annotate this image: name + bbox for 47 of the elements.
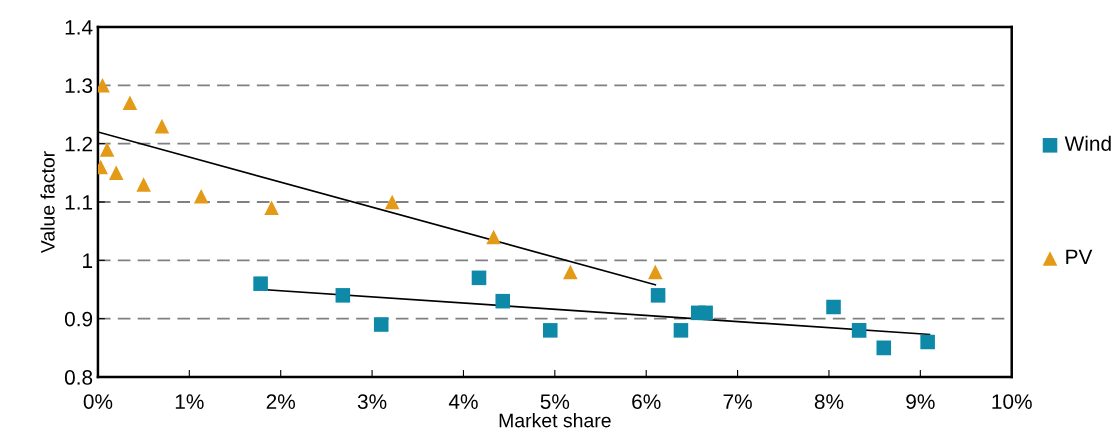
x-tick-label: 4%: [448, 394, 478, 409]
point: [373, 317, 389, 332]
point: [698, 305, 713, 321]
point: [920, 334, 935, 350]
point: [253, 276, 268, 291]
point: [108, 165, 124, 181]
legend-label: PV: [1066, 249, 1093, 264]
point: [486, 229, 501, 245]
x-tick-label: 10%: [992, 394, 1032, 409]
point: [673, 323, 689, 338]
point: [851, 323, 867, 338]
y-axis-title: Value factor: [40, 151, 55, 254]
point: [826, 299, 841, 315]
y-tick-label: 1.4: [65, 20, 93, 35]
x-tick-label: 1%: [175, 394, 204, 409]
legend-label: Wind: [1064, 135, 1111, 151]
y-tick-label: 0.9: [64, 311, 93, 327]
point: [136, 177, 151, 192]
point: [99, 142, 115, 157]
point: [563, 264, 578, 280]
point: [384, 194, 400, 210]
x-axis-title: Market share: [499, 413, 611, 428]
point: [495, 293, 511, 309]
y-tick-label: 1.1: [65, 195, 93, 210]
point: [97, 78, 110, 93]
y-tick-label: 1.3: [65, 78, 93, 94]
point: [648, 264, 663, 280]
point: [650, 288, 666, 303]
x-tick-label: 5%: [540, 394, 570, 409]
y-tick-label: 1: [83, 253, 93, 268]
x-tick-label: 7%: [723, 394, 752, 409]
x-tick-label: 0%: [83, 394, 113, 409]
point: [154, 118, 170, 134]
point: [264, 200, 279, 216]
x-tick-label: 3%: [357, 394, 387, 409]
x-tick-label: 8%: [814, 394, 844, 409]
point: [193, 188, 209, 204]
x-tick-label: 9%: [906, 394, 935, 409]
point: [471, 270, 487, 286]
point: [122, 95, 138, 111]
y-tick-label: 1.2: [65, 136, 93, 152]
point: [876, 340, 892, 356]
point: [542, 323, 558, 338]
x-tick-label: 6%: [632, 394, 661, 409]
y-tick-label: 0.8: [64, 370, 93, 385]
x-tick-label: 2%: [266, 394, 296, 409]
point: [335, 288, 351, 303]
